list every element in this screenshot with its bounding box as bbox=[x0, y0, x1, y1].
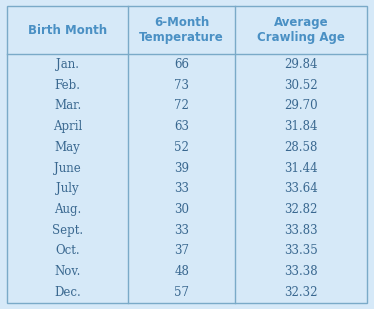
Text: 31.44: 31.44 bbox=[284, 162, 318, 175]
Text: 33.83: 33.83 bbox=[284, 224, 318, 237]
Text: 73: 73 bbox=[174, 79, 189, 92]
Text: May: May bbox=[55, 141, 80, 154]
Text: April: April bbox=[53, 120, 82, 133]
Text: Dec.: Dec. bbox=[54, 286, 81, 299]
Text: Mar.: Mar. bbox=[54, 99, 81, 112]
Text: 29.70: 29.70 bbox=[284, 99, 318, 112]
Text: 48: 48 bbox=[174, 265, 189, 278]
Text: Sept.: Sept. bbox=[52, 224, 83, 237]
Text: 39: 39 bbox=[174, 162, 189, 175]
Text: Birth Month: Birth Month bbox=[28, 23, 107, 37]
Text: 31.84: 31.84 bbox=[284, 120, 318, 133]
Text: 72: 72 bbox=[174, 99, 189, 112]
Text: 52: 52 bbox=[174, 141, 189, 154]
Text: 30.52: 30.52 bbox=[284, 79, 318, 92]
Text: 57: 57 bbox=[174, 286, 189, 299]
Text: 28.58: 28.58 bbox=[284, 141, 318, 154]
Text: 33.38: 33.38 bbox=[284, 265, 318, 278]
Text: Aug.: Aug. bbox=[54, 203, 81, 216]
Text: Feb.: Feb. bbox=[55, 79, 81, 92]
Text: 32.32: 32.32 bbox=[284, 286, 318, 299]
Text: 6-Month
Temperature: 6-Month Temperature bbox=[139, 16, 224, 44]
Text: 29.84: 29.84 bbox=[284, 58, 318, 71]
Text: 37: 37 bbox=[174, 244, 189, 257]
Text: Average
Crawling Age: Average Crawling Age bbox=[257, 16, 345, 44]
Text: 33.64: 33.64 bbox=[284, 182, 318, 195]
Text: 66: 66 bbox=[174, 58, 189, 71]
Text: Jan.: Jan. bbox=[56, 58, 79, 71]
Text: 33.35: 33.35 bbox=[284, 244, 318, 257]
Text: 33: 33 bbox=[174, 224, 189, 237]
Text: 33: 33 bbox=[174, 182, 189, 195]
Text: July: July bbox=[56, 182, 79, 195]
Text: 30: 30 bbox=[174, 203, 189, 216]
Text: Oct.: Oct. bbox=[55, 244, 80, 257]
Text: 32.82: 32.82 bbox=[284, 203, 318, 216]
Text: June: June bbox=[54, 162, 81, 175]
Text: 63: 63 bbox=[174, 120, 189, 133]
Text: Nov.: Nov. bbox=[55, 265, 81, 278]
